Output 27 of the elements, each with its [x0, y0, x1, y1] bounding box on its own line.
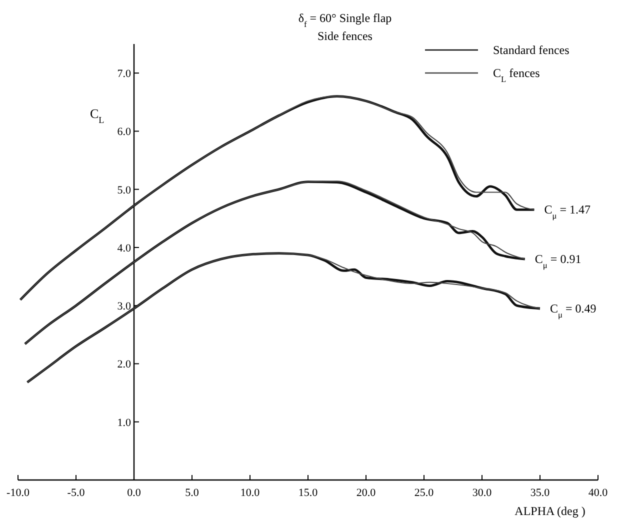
x-tick-label: -10.0	[6, 487, 30, 499]
chart-title: δ$_{f}$ = 60° Single flap	[298, 11, 392, 28]
y-tick-label: 3.0	[117, 300, 132, 313]
y-tick-label: 5.0	[117, 184, 132, 196]
x-tick-label: -5.0	[67, 487, 86, 499]
annotation: C$_{μ}$ = 1.47	[544, 202, 590, 220]
x-tick-label: 0.0	[127, 487, 142, 499]
y-tick-label: 4.0	[117, 242, 132, 254]
x-tick-label: 40.0	[588, 487, 608, 499]
y-tick-label: 6.0	[117, 126, 132, 138]
x-tick-label: 30.0	[472, 487, 492, 499]
x-tick-label: 20.0	[356, 487, 376, 499]
x-axis-title: ALPHA (deg )	[514, 504, 586, 518]
legend-label: C$_{L}$ fences	[493, 66, 540, 84]
annotation: C$_{μ}$ = 0.49	[550, 302, 596, 320]
y-tick-label: 1.0	[117, 416, 132, 429]
x-tick-label: 25.0	[414, 487, 434, 499]
annotation: C$_{μ}$ = 0.91	[534, 252, 582, 270]
legend-label: Standard fences	[493, 43, 570, 57]
x-tick-label: 10.0	[240, 487, 260, 499]
x-tick-label: 35.0	[530, 487, 550, 499]
y-tick-label: 2.0	[117, 358, 132, 371]
chart-subtitle: Side fences	[318, 29, 373, 43]
y-tick-label: 7.0	[117, 68, 132, 80]
y-axis-title: C$_{L}$	[90, 106, 105, 125]
x-tick-label: 5.0	[185, 487, 200, 499]
x-tick-label: 15.0	[298, 487, 318, 499]
